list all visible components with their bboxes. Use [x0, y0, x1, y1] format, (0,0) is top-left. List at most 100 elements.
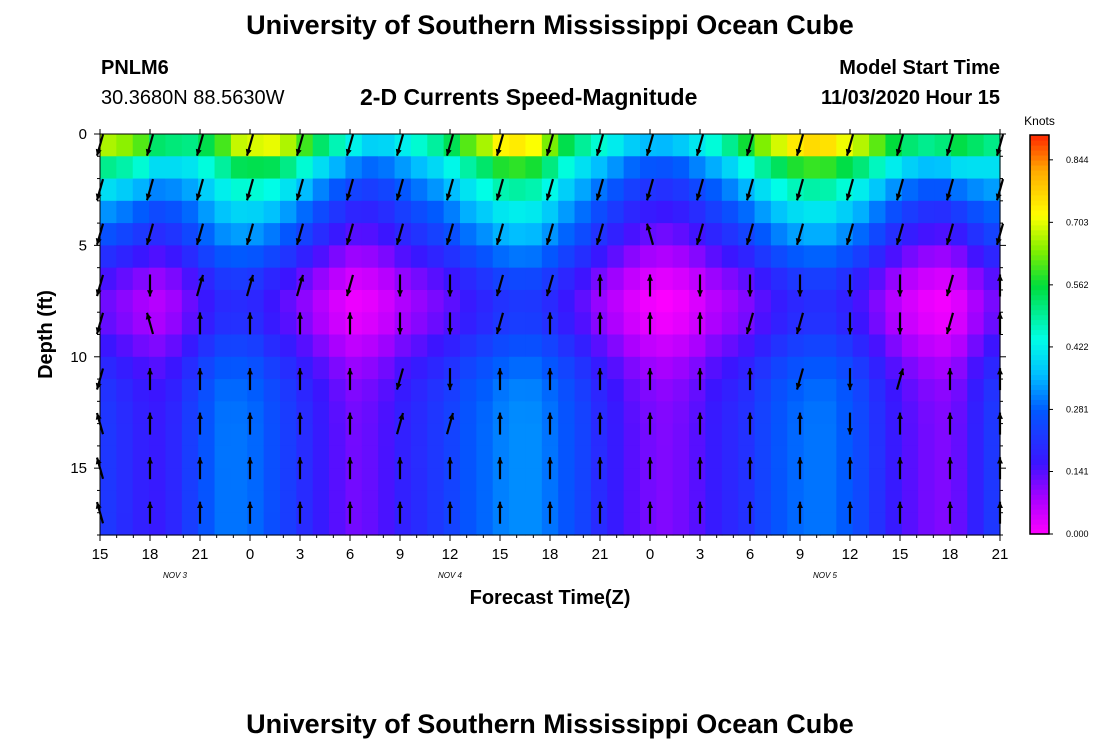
- heatmap-cell: [869, 156, 887, 180]
- current-arrow-head: [945, 289, 952, 297]
- heatmap-cell: [132, 134, 150, 157]
- heatmap-cell: [656, 223, 674, 246]
- colorbar-segment: [1030, 264, 1049, 271]
- heatmap-cell: [230, 468, 248, 492]
- y-tick-label: 15: [70, 460, 87, 477]
- heatmap-cell: [116, 134, 134, 157]
- heatmap-cell: [329, 245, 347, 269]
- heatmap-cell: [312, 200, 330, 224]
- current-arrow-head: [697, 312, 703, 319]
- heatmap-cell: [901, 178, 919, 202]
- heatmap-cell: [770, 289, 788, 313]
- colorbar-segment: [1030, 159, 1049, 166]
- current-arrow-head: [298, 274, 305, 282]
- heatmap-cell: [181, 401, 199, 425]
- heatmap-cell: [394, 445, 412, 469]
- heatmap-cell: [803, 379, 821, 402]
- x-tick-label: 9: [796, 546, 804, 563]
- heatmap-cell: [901, 223, 919, 246]
- heatmap-cell: [721, 379, 739, 402]
- heatmap-cell: [132, 334, 150, 358]
- current-arrow-head: [795, 238, 802, 245]
- heatmap-cell: [247, 379, 265, 402]
- heatmap-cell: [967, 468, 985, 492]
- current-arrow-head: [545, 193, 552, 201]
- heatmap-cell: [623, 490, 641, 514]
- heatmap-cell: [689, 490, 707, 514]
- heatmap-cell: [836, 200, 854, 224]
- heatmap-cell: [640, 401, 657, 425]
- heatmap-cell: [100, 289, 117, 313]
- colorbar-segment: [1030, 499, 1049, 505]
- heatmap-cell: [329, 267, 347, 291]
- heatmap-cell: [787, 490, 805, 514]
- heatmap-cell: [950, 401, 968, 425]
- heatmap-cell: [918, 289, 936, 313]
- heatmap-cell: [950, 379, 968, 402]
- colorbar-segment: [1030, 454, 1049, 460]
- heatmap-cell: [132, 156, 150, 180]
- heatmap-cell: [918, 423, 936, 447]
- heatmap-cell: [149, 512, 167, 536]
- current-arrow-head: [897, 328, 903, 335]
- heatmap-cell: [672, 379, 690, 402]
- heatmap-cell: [378, 423, 396, 447]
- heatmap-cell: [329, 512, 347, 536]
- heatmap-cell: [885, 156, 903, 180]
- heatmap-cell: [672, 445, 690, 469]
- heatmap-cell: [918, 134, 936, 157]
- heatmap-cell: [312, 312, 330, 336]
- heatmap-cell: [460, 334, 477, 358]
- x-tick-label: 15: [92, 546, 109, 563]
- heatmap-cell: [394, 200, 412, 224]
- heatmap-cell: [329, 289, 347, 313]
- heatmap-cell: [361, 223, 379, 246]
- heatmap-cell: [918, 379, 936, 402]
- chart-title: 2-D Currents Speed-Magnitude: [360, 84, 698, 110]
- current-arrow-head: [197, 501, 203, 508]
- colorbar-segment: [1030, 219, 1049, 226]
- heatmap-cell: [312, 445, 330, 469]
- heatmap-cell: [410, 468, 428, 492]
- heatmap-cell: [803, 267, 821, 291]
- heatmap-cell: [345, 445, 363, 469]
- heatmap-cell: [116, 267, 134, 291]
- heatmap-cell: [198, 423, 216, 447]
- heatmap-cell: [476, 490, 494, 514]
- heatmap-cell: [590, 245, 608, 269]
- colorbar-segment: [1030, 204, 1049, 211]
- heatmap-cell: [214, 334, 232, 358]
- current-arrow-head: [247, 368, 253, 375]
- heatmap-cell: [165, 156, 183, 180]
- heatmap-cell: [214, 245, 232, 269]
- colorbar-segment: [1030, 194, 1049, 201]
- heatmap-cell: [983, 356, 1001, 380]
- colorbar-segment: [1030, 469, 1049, 475]
- heatmap-cell: [590, 289, 608, 313]
- heatmap-cell: [132, 468, 150, 492]
- colorbar-segment: [1030, 354, 1049, 361]
- current-arrow-head: [95, 457, 102, 465]
- current-arrow-head: [545, 148, 552, 156]
- heatmap-cell: [852, 223, 870, 246]
- heatmap-cell: [410, 267, 428, 291]
- heatmap-cell: [607, 267, 625, 291]
- heatmap-cell: [590, 468, 608, 492]
- heatmap-cell: [525, 356, 543, 380]
- colorbar-segment: [1030, 135, 1049, 141]
- heatmap-cell: [149, 200, 167, 224]
- heatmap-cell: [950, 245, 968, 269]
- current-arrow-head: [345, 193, 352, 201]
- current-arrow-head: [547, 457, 553, 464]
- heatmap-cell: [492, 468, 510, 492]
- heatmap-cell: [312, 156, 330, 180]
- heatmap-cell: [312, 512, 330, 536]
- heatmap-cell: [574, 134, 592, 157]
- heatmap-cell: [181, 156, 199, 180]
- colorbar-segment: [1030, 144, 1049, 151]
- heatmap-cell: [721, 468, 739, 492]
- heatmap-cell: [918, 223, 936, 246]
- colorbar-segment: [1030, 329, 1049, 336]
- heatmap-cell: [950, 423, 968, 447]
- heatmap-cell: [656, 490, 674, 514]
